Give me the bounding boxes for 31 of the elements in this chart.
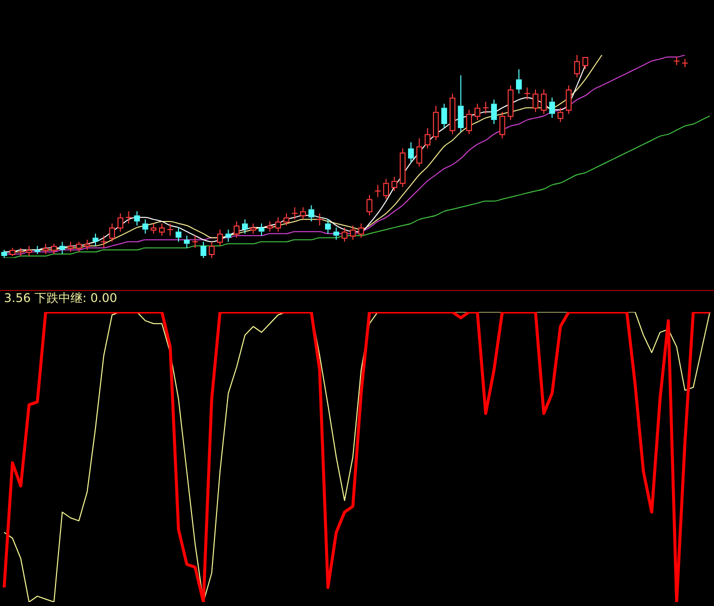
candlestick	[441, 103, 448, 129]
candlestick	[166, 222, 174, 236]
candlestick	[34, 245, 40, 254]
candlestick	[374, 184, 382, 198]
candlestick	[516, 68, 522, 94]
candlestick	[192, 235, 199, 248]
candlestick	[200, 241, 206, 258]
candlestick	[142, 218, 148, 234]
candlestick	[308, 204, 314, 222]
candlestick	[524, 86, 531, 100]
candlestick	[59, 241, 66, 254]
candlestick	[92, 233, 98, 246]
text: 3.56 下跌中继: 0.00	[4, 291, 118, 306]
candlestick	[242, 218, 248, 234]
candlestick	[458, 74, 464, 133]
candlestick	[184, 235, 190, 248]
candlestick	[1, 249, 8, 258]
candlestick	[176, 227, 182, 242]
candlestick	[258, 222, 264, 236]
candlestick	[549, 97, 556, 118]
candlestick	[316, 212, 324, 226]
candlestick	[225, 229, 232, 242]
candlestick	[482, 101, 490, 114]
candlestick	[491, 99, 497, 125]
candlestick	[333, 227, 340, 240]
candlestick	[134, 210, 140, 226]
candlestick	[125, 210, 132, 224]
candlestick	[325, 218, 331, 234]
candlestick	[291, 206, 298, 220]
candlestick	[100, 235, 108, 248]
candlestick	[408, 142, 414, 164]
